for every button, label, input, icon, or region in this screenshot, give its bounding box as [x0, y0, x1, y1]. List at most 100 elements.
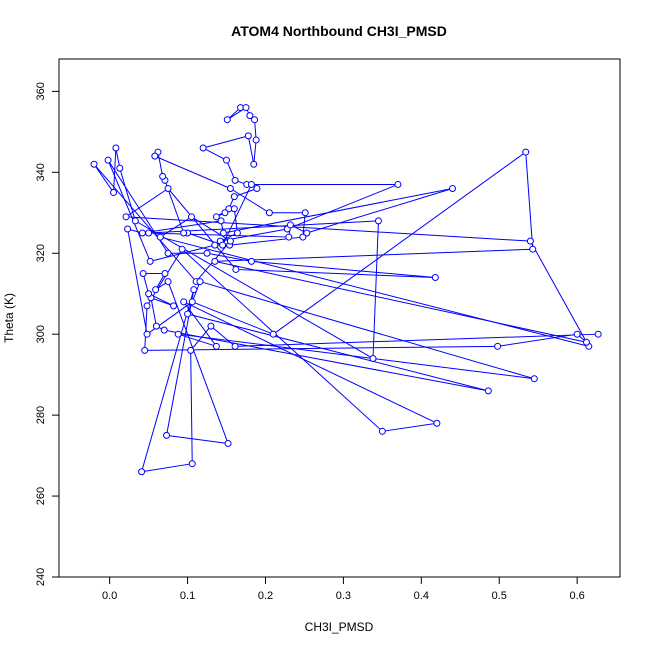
data-point [152, 286, 160, 294]
data-point [244, 132, 252, 140]
data-point [265, 209, 273, 217]
series-segment [166, 434, 229, 444]
x-tick-label: 0.6 [569, 590, 584, 602]
series-segment [223, 188, 453, 234]
data-point [151, 152, 159, 160]
data-point [196, 278, 204, 286]
data-point [232, 265, 240, 273]
data-point [143, 302, 151, 310]
data-point [494, 342, 502, 350]
y-tick-label: 360 [35, 82, 47, 100]
data-point [285, 233, 293, 241]
series-segment [119, 168, 136, 222]
y-tick-label: 300 [35, 325, 47, 343]
data-point [184, 310, 192, 318]
series-segment [235, 333, 599, 347]
data-point [138, 229, 146, 237]
series-segment [525, 152, 534, 250]
data-point [163, 431, 171, 439]
series-segment [234, 188, 258, 198]
data-point [145, 290, 153, 298]
series-segment [235, 268, 436, 279]
data-point [253, 185, 261, 192]
y-tick-label: 240 [35, 568, 47, 586]
data-point [448, 185, 456, 192]
series-segment [233, 208, 238, 234]
data-point [143, 330, 151, 338]
data-point [188, 298, 196, 306]
data-point [226, 237, 234, 245]
data-point [207, 322, 215, 330]
series-segment [382, 422, 437, 432]
series-segment [372, 220, 379, 359]
data-point [110, 189, 118, 197]
data-point [211, 257, 219, 265]
data-point [431, 274, 439, 282]
data-point [230, 193, 238, 201]
data-point [188, 460, 196, 468]
data-point [164, 249, 172, 257]
data-point [286, 221, 294, 229]
data-point [131, 217, 139, 225]
series-segment [154, 155, 231, 189]
series-segment [167, 188, 237, 270]
data-point [90, 160, 98, 168]
y-tick-label: 260 [35, 487, 47, 505]
data-point [573, 330, 581, 338]
x-tick-label: 0.3 [336, 590, 351, 602]
series-segment [142, 220, 222, 234]
series-segment [93, 163, 197, 282]
data-point [178, 245, 186, 253]
series-segment [306, 188, 453, 234]
data-point [180, 229, 188, 237]
series-segment [253, 139, 257, 165]
series-segment [178, 333, 535, 380]
y-axis-label: Theta (K) [2, 293, 16, 343]
data-point [164, 185, 172, 192]
data-point [223, 116, 231, 124]
series-segment [183, 301, 438, 424]
x-tick-label: 0.5 [492, 590, 507, 602]
series-segment [529, 240, 590, 347]
data-point [223, 156, 231, 164]
y-tick-label: 340 [35, 163, 47, 181]
data-point [145, 229, 153, 237]
data-point [160, 326, 168, 334]
data-point [187, 346, 195, 354]
data-point [582, 338, 590, 346]
data-point [230, 205, 238, 213]
data-point [224, 439, 232, 447]
series-segment [164, 329, 489, 392]
data-point [170, 302, 178, 310]
series-segment [192, 301, 274, 335]
series-segment [167, 281, 229, 444]
data-point [484, 387, 492, 395]
data-point [219, 241, 227, 249]
data-point [122, 213, 130, 221]
data-point [180, 298, 188, 306]
data-point [250, 160, 258, 168]
series-points [90, 104, 602, 476]
series-segment [141, 463, 193, 473]
data-point [247, 180, 255, 188]
data-point [378, 427, 386, 435]
x-axis: 0.0 0.1 0.2 0.3 0.4 0.5 0.6 [102, 576, 585, 602]
series-segment [157, 151, 164, 177]
data-point [522, 148, 530, 156]
data-point [231, 342, 239, 350]
data-point [529, 245, 537, 253]
x-axis-label: CH3I_PMSD [305, 620, 374, 634]
data-point [139, 269, 147, 277]
data-point [211, 241, 219, 249]
series-segment [127, 228, 148, 335]
data-point [116, 164, 124, 172]
data-point [212, 213, 220, 221]
data-point [190, 286, 198, 294]
data-point [433, 419, 441, 427]
data-point [159, 172, 167, 180]
data-point [187, 213, 195, 221]
series-segment [210, 325, 236, 347]
data-point [141, 346, 149, 354]
